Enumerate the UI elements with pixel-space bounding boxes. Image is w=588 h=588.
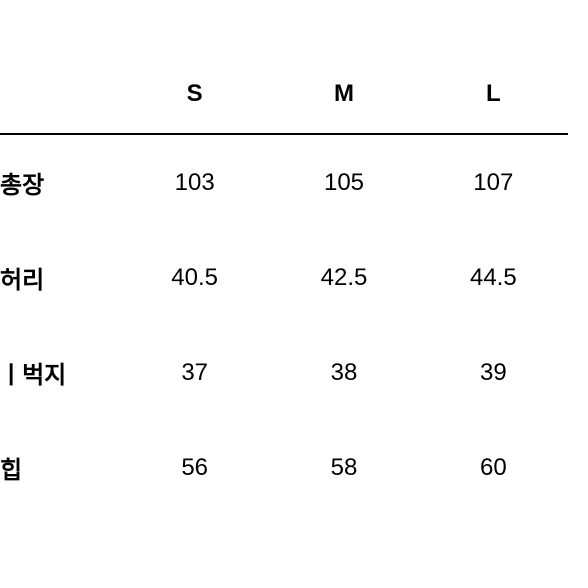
row-label-hip: 힙 (0, 420, 120, 515)
cell-value: 42.5 (269, 230, 418, 325)
cell-value: 39 (419, 325, 568, 420)
table-header-row: S M L (0, 50, 568, 134)
row-label-length: 총장 (0, 134, 120, 230)
cell-value: 103 (120, 134, 269, 230)
cell-value: 37 (120, 325, 269, 420)
row-label-thigh: ㅣ벅지 (0, 325, 120, 420)
table-row: 허리 40.5 42.5 44.5 (0, 230, 568, 325)
cell-value: 105 (269, 134, 418, 230)
cell-value: 60 (419, 420, 568, 515)
table-row: 총장 103 105 107 (0, 134, 568, 230)
cell-value: 40.5 (120, 230, 269, 325)
cell-value: 56 (120, 420, 269, 515)
header-empty (0, 50, 120, 134)
cell-value: 58 (269, 420, 418, 515)
table-row: ㅣ벅지 37 38 39 (0, 325, 568, 420)
size-chart-table: S M L 총장 103 105 107 허리 40.5 42.5 44.5 ㅣ… (0, 50, 568, 515)
header-size-m: M (269, 50, 418, 134)
row-label-waist: 허리 (0, 230, 120, 325)
header-size-s: S (120, 50, 269, 134)
cell-value: 107 (419, 134, 568, 230)
cell-value: 38 (269, 325, 418, 420)
header-size-l: L (419, 50, 568, 134)
table-row: 힙 56 58 60 (0, 420, 568, 515)
cell-value: 44.5 (419, 230, 568, 325)
